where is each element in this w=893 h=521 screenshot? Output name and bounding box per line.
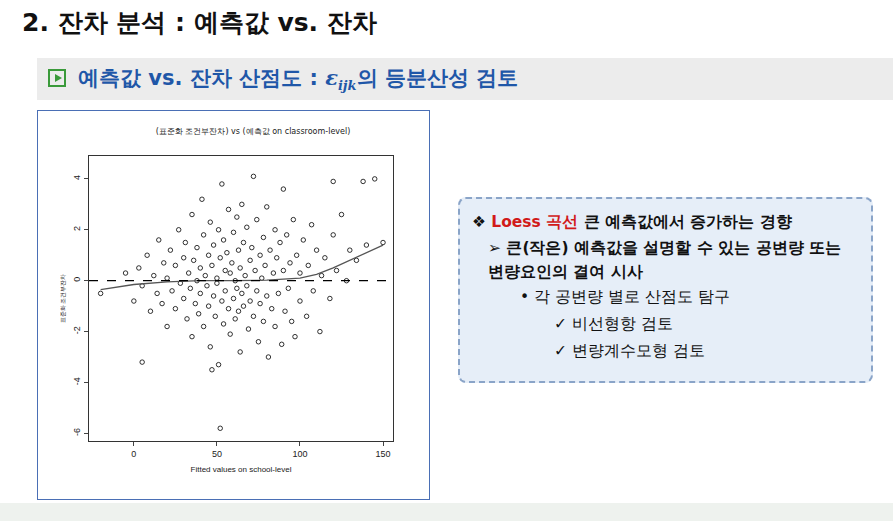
svg-text:표준화 조건부잔차: 표준화 조건부잔차	[59, 274, 66, 324]
svg-text:-2: -2	[72, 326, 82, 334]
svg-text:100: 100	[292, 449, 307, 459]
html-text:2. 잔차 분석 : 예측값 vs. 잔차: 2. 잔차 분석 : 예측값 vs. 잔차	[22, 8, 377, 37]
html-text:✓비선형항 검토: ✓비선형항 검토	[554, 315, 673, 333]
svg-text:4: 4	[72, 175, 82, 180]
svg-text:0: 0	[131, 449, 136, 459]
html-text:•각 공변량 별로 산점도 탐구: •각 공변량 별로 산점도 탐구	[520, 288, 730, 306]
svg-text:(표준화 조건부잔차) vs (예측값 on classro: (표준화 조건부잔차) vs (예측값 on classroom-level)	[156, 127, 351, 136]
html-text:➢큰(작은) 예측값을 설명할 수 있는 공변량 또는 변량: ➢큰(작은) 예측값을 설명할 수 있는 공변량 또는 변량요인의 결여 시사	[488, 239, 841, 281]
html-text:✓변량계수모형 검토: ✓변량계수모형 검토	[554, 342, 705, 360]
svg-text:0: 0	[72, 277, 82, 282]
svg-text:-4: -4	[72, 377, 82, 385]
svg-text:150: 150	[376, 449, 391, 459]
svg-text:Fitted values on school-level: Fitted values on school-level	[191, 465, 292, 474]
svg-text:-6: -6	[72, 428, 82, 436]
html-text:예측값 vs. 잔차 산점도 : εijk의 등분산성 검토: 예측값 vs. 잔차 산점도 : εijk의 등분산성 검토	[78, 65, 519, 94]
svg-text:50: 50	[212, 449, 222, 459]
html-text:❖ Loess 곡선큰 예측값에서 증가하는 경향: ❖ Loess 곡선큰 예측값에서 증가하는 경향	[472, 213, 792, 231]
svg-text:2: 2	[72, 226, 82, 231]
